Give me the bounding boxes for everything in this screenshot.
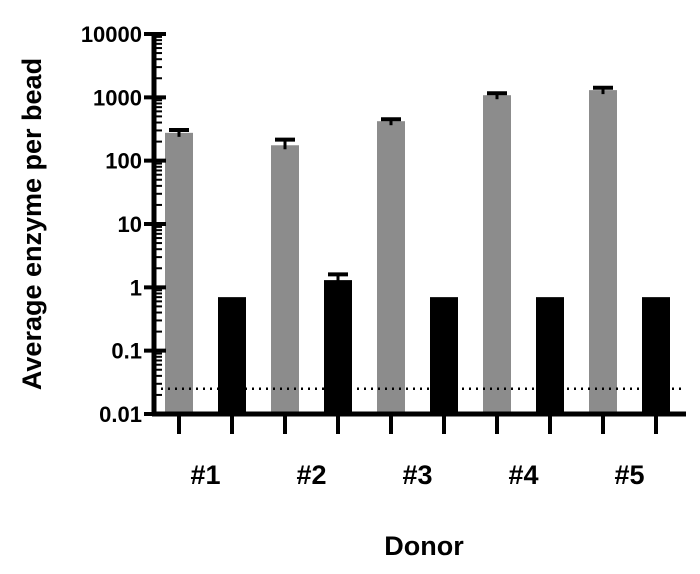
bar xyxy=(165,132,193,414)
x-axis-title: Donor xyxy=(384,531,464,561)
bar xyxy=(589,90,617,415)
y-tick-label: 1000 xyxy=(93,85,142,110)
bar xyxy=(324,280,352,414)
bar xyxy=(536,297,564,414)
x-category-label: #5 xyxy=(614,460,644,490)
bar xyxy=(483,95,511,414)
plot-area: 0.01 0.1 1 10 100 1000 10000 #1 #2 #3 #4 #5 xyxy=(81,22,686,490)
x-category-label: #2 xyxy=(296,460,326,490)
y-tick-label: 0.01 xyxy=(99,402,142,427)
y-tick-label: 1 xyxy=(130,275,142,300)
bar xyxy=(377,121,405,414)
x-category-label: #1 xyxy=(190,460,220,490)
bar xyxy=(430,297,458,414)
y-tick-label: 10000 xyxy=(81,22,142,47)
x-category-label: #3 xyxy=(402,460,432,490)
y-tick-label: 100 xyxy=(105,149,142,174)
x-category-label: #4 xyxy=(508,460,538,490)
bar xyxy=(218,297,246,414)
y-tick-label: 0.1 xyxy=(111,339,142,364)
y-tick-label: 10 xyxy=(118,212,142,237)
bar xyxy=(271,145,299,414)
bar xyxy=(642,297,670,414)
y-axis-title: Average enzyme per bead xyxy=(17,58,47,390)
